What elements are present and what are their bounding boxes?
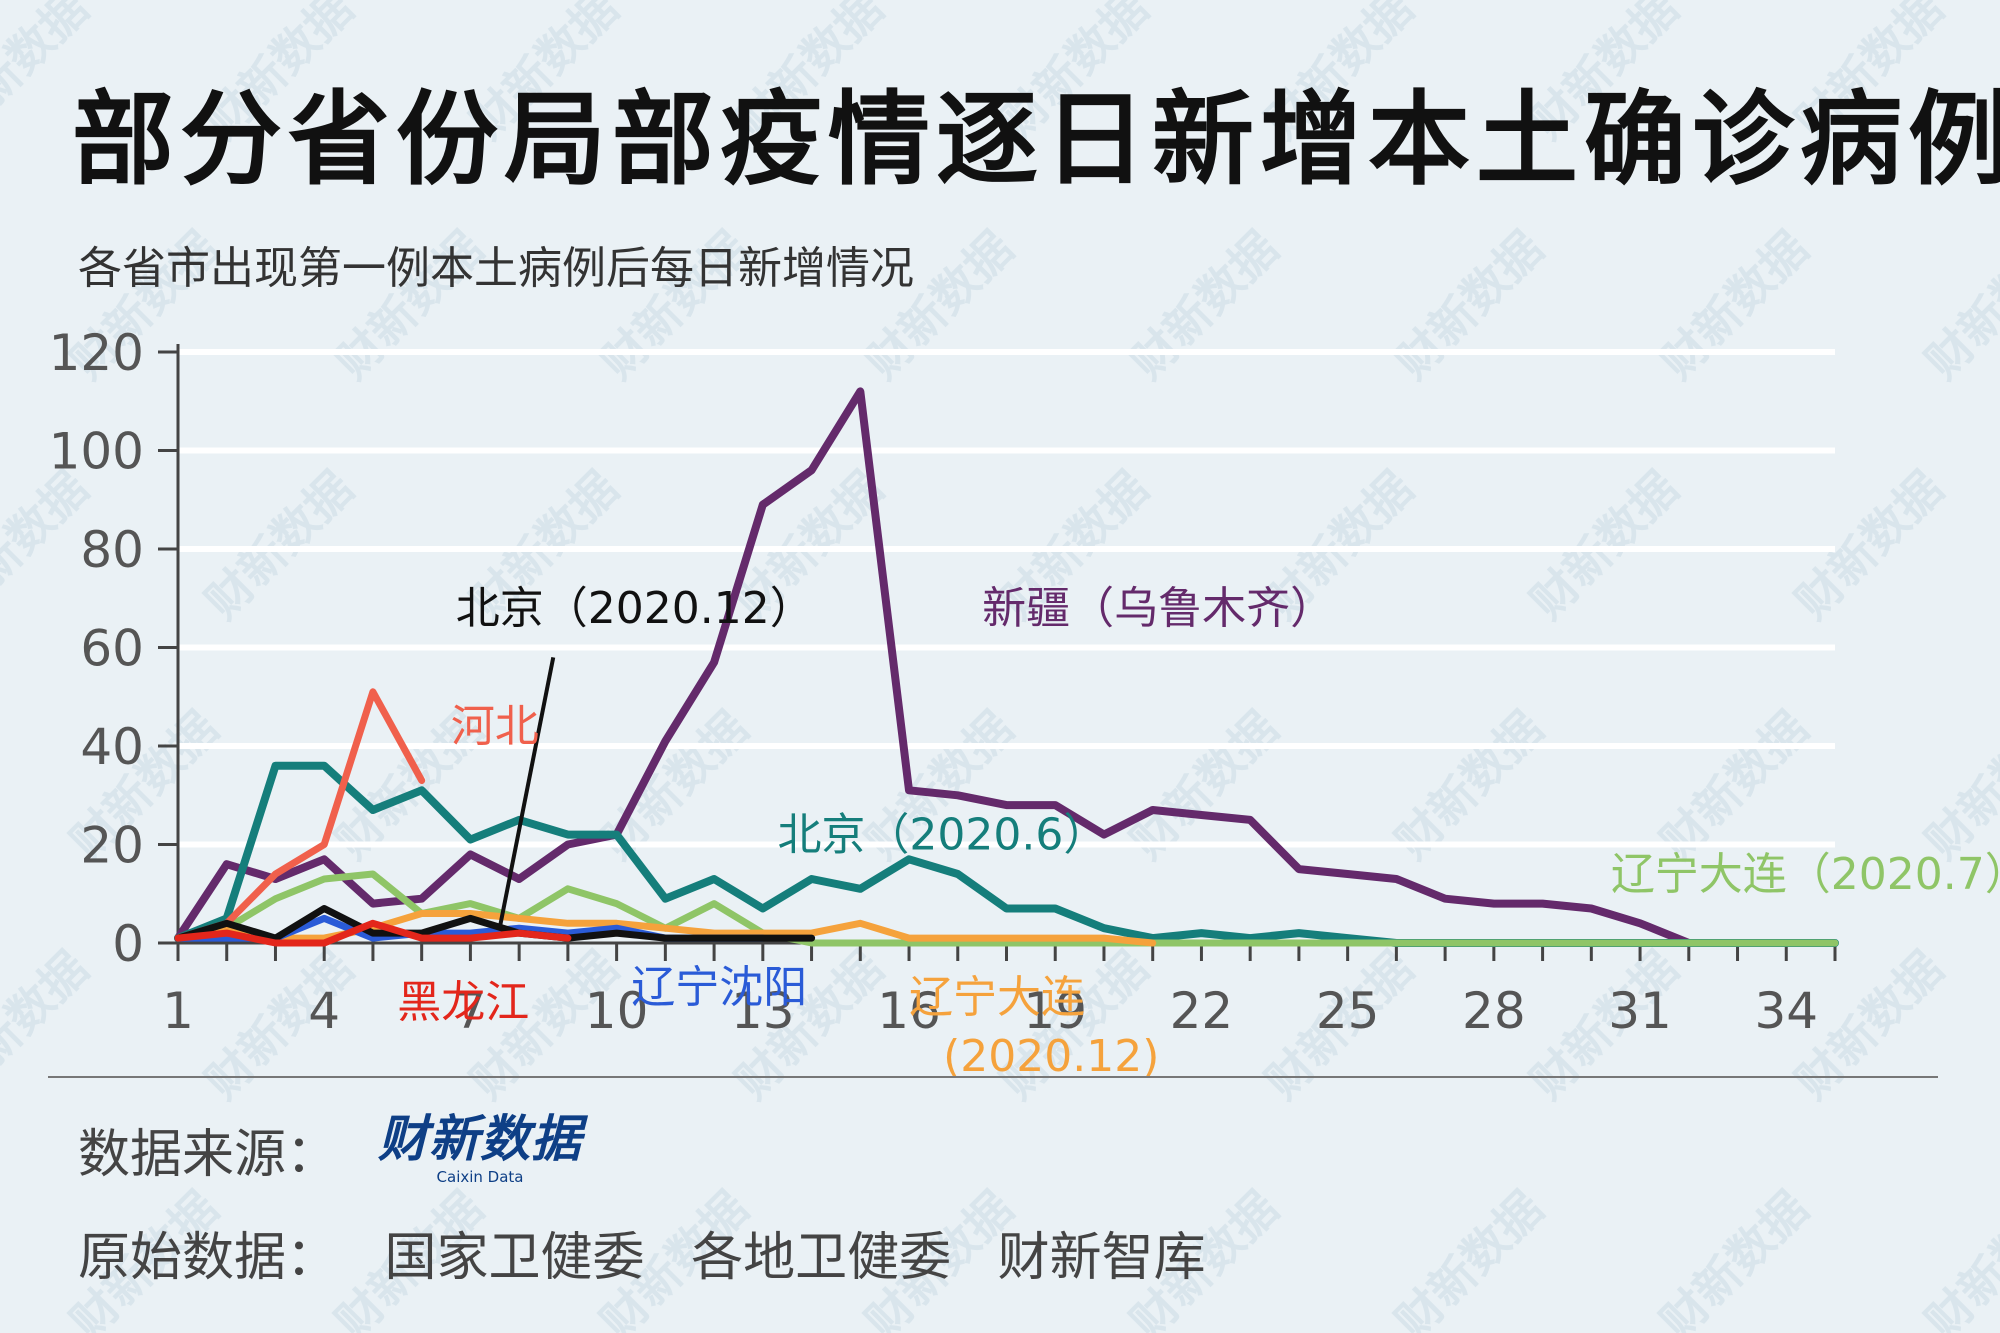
annotation-label-beijing_dec: 北京（2020.12） — [456, 583, 814, 634]
footer-divider — [48, 1076, 1938, 1078]
raw-source-3: 财新智库 — [997, 1228, 1206, 1288]
annotation-leader-line — [497, 656, 556, 929]
watermark-text: 财新数据 — [1914, 1180, 2000, 1333]
watermark-text: 财新数据 — [1384, 1180, 1554, 1333]
x-tick-label: 34 — [1754, 982, 1818, 1040]
x-tick-label: 16 — [877, 982, 941, 1040]
watermark-text: 财新数据 — [1649, 1180, 1819, 1333]
annotation-label-xinjiang: 新疆（乌鲁木齐） — [982, 583, 1334, 634]
annotation-label-beijing_jun: 北京（2020.6） — [777, 809, 1107, 860]
annotation-label-heilongjiang: 黑龙江 — [397, 977, 529, 1028]
series-line-heilongjiang: 黑龙江 — [174, 919, 572, 947]
series-lines: 新疆（乌鲁木齐）北京（2020.6）辽宁大连（2020.7）辽宁大连（2020.… — [174, 387, 1839, 947]
x-tick-label: 4 — [308, 982, 340, 1040]
series-line-xinjiang: 新疆（乌鲁木齐） — [174, 387, 1693, 947]
x-tick-label: 31 — [1608, 982, 1672, 1040]
y-tick-label: 40 — [80, 718, 144, 776]
x-tick-label: 10 — [585, 982, 649, 1040]
x-tick-label: 1 — [162, 982, 194, 1040]
series-line-beijing_dec: 北京（2020.12） — [174, 905, 816, 942]
raw-source-2: 各地卫健委 — [691, 1228, 952, 1288]
y-tick-label: 80 — [80, 521, 144, 579]
x-tick-label: 7 — [455, 982, 487, 1040]
x-tick-label: 22 — [1170, 982, 1234, 1040]
raw-data-label: 原始数据： — [78, 1228, 339, 1288]
x-tick-label: 25 — [1316, 982, 1380, 1040]
logo-subtext: Caixin Data — [436, 1167, 524, 1186]
annotation-label-dalian_jul: 辽宁大连（2020.7） — [1611, 849, 2000, 900]
axes: 0 20 40 60 80 100 120 1 4 7 10 13 16 19 22 25 28 31 34 — [49, 324, 1837, 1040]
chart-subtitle: 各省市出现第一例本土病例后每日新增情况 — [78, 243, 914, 294]
caixin-data-logo: 财新数据 Caixin Data — [378, 1114, 582, 1186]
annotations: 北京（2020.12） 河北 新疆（乌鲁木齐） 北京（2020.6） 辽宁大连（2020… — [397, 583, 2000, 1080]
x-tick-label: 13 — [731, 982, 795, 1040]
series-line-dalian_jul: 辽宁大连（2020.7） — [174, 870, 1839, 947]
x-tick-label: 28 — [1462, 982, 1526, 1040]
y-tick-label: 60 — [80, 620, 144, 678]
annotation-label-dalian_dec: (2020.12) — [943, 1031, 1159, 1080]
annotation-label-hebei: 河北 — [451, 701, 539, 752]
grid-lines — [178, 349, 1835, 848]
logo-text: 财新数据 — [378, 1109, 583, 1168]
y-tick-label: 100 — [49, 423, 144, 481]
annotation-label-liaoning_shenyang: 辽宁沈阳 — [631, 962, 807, 1013]
raw-source-1: 国家卫健委 — [384, 1228, 645, 1288]
chart-title: 部分省份局部疫情逐日新增本土确诊病例 — [72, 81, 2000, 200]
line-chart: 0 20 40 60 80 100 120 1 4 7 10 13 16 19 22 25 28 31 34 新疆（… — [49, 324, 2000, 1080]
y-tick-label: 20 — [80, 817, 144, 875]
x-tick-label: 19 — [1023, 982, 1087, 1040]
annotation-label-dalian_dec: 辽宁大连 — [909, 972, 1085, 1023]
raw-data-sources: 原始数据： 国家卫健委 各地卫健委 财新智库 — [78, 1215, 1236, 1290]
y-tick-label: 0 — [112, 915, 144, 973]
y-tick-label: 120 — [49, 324, 144, 382]
data-source: 数据来源： 财新数据 Caixin Data — [78, 1112, 582, 1187]
source-label: 数据来源： — [78, 1125, 339, 1185]
